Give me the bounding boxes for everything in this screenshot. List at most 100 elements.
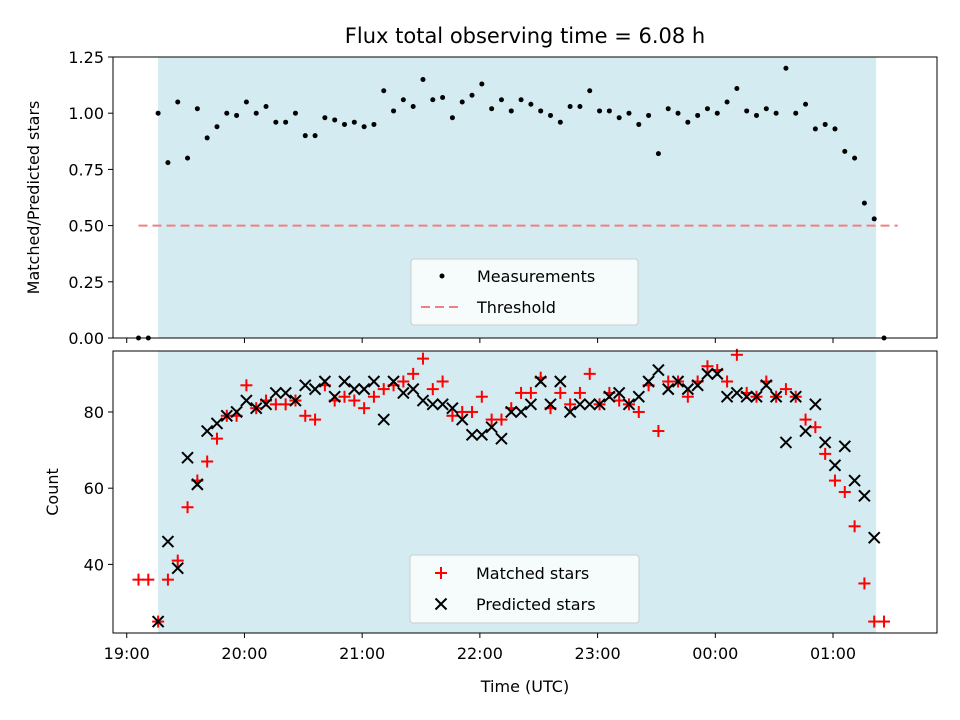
measurement-point — [783, 65, 789, 71]
measurement-point — [263, 103, 269, 109]
predicted-star-point — [308, 382, 322, 396]
measurement-point — [744, 108, 750, 114]
measurement-point — [871, 216, 877, 222]
matched-star-point — [701, 360, 714, 373]
matched-star-point — [142, 573, 155, 586]
measurement-point — [616, 115, 622, 121]
predicted-star-point — [485, 421, 498, 434]
predicted-star-point — [348, 382, 361, 396]
predicted-star-point — [446, 401, 459, 415]
y-tick-label: 0.00 — [68, 329, 104, 348]
predicted-star-point — [328, 390, 341, 403]
measurement-point — [636, 121, 642, 127]
predicted-star-point — [475, 428, 489, 442]
predicted-star-point — [524, 398, 538, 411]
predicted-star-point — [426, 398, 439, 411]
measurement-point — [391, 108, 397, 114]
predicted-star-point — [456, 413, 469, 426]
threshold-legend-label: Threshold — [476, 298, 556, 317]
predicted-star-point — [279, 386, 292, 400]
matched-star-point — [721, 375, 734, 388]
matched-legend-label: Matched stars — [476, 564, 589, 583]
predicted-star-point — [220, 409, 233, 422]
matched-star-point — [407, 367, 420, 380]
predicted-star-point — [299, 379, 312, 392]
predicted-star-point — [740, 390, 753, 403]
measurement-point — [283, 119, 289, 125]
predicted-star-point — [230, 405, 243, 419]
predicted-star-point — [377, 413, 390, 426]
measurement-point — [528, 101, 534, 107]
matched-star-point — [161, 573, 174, 586]
measurement-point — [332, 117, 338, 123]
measurement-point — [371, 121, 377, 127]
predicted-star-point — [701, 367, 714, 381]
matched-star-point — [446, 409, 459, 422]
predicted-star-point — [603, 390, 616, 403]
predicted-star-point — [769, 390, 783, 403]
measurement-point — [518, 97, 524, 103]
measurement-point — [508, 108, 514, 114]
count-legend: Matched stars Predicted stars — [409, 554, 640, 624]
measurement-point — [685, 119, 691, 125]
ratio-y-axis: 0.00 0.25 0.50 0.75 1.00 1.25 — [68, 48, 113, 348]
predicted-star-point — [171, 562, 184, 575]
measurement-point — [449, 115, 455, 121]
measurement-point — [312, 133, 318, 139]
predicted-star-point — [357, 382, 371, 396]
measurement-point — [302, 133, 308, 139]
matched-star-point — [358, 402, 371, 415]
predicted-star-point — [838, 440, 851, 453]
matched-star-point — [848, 520, 861, 533]
measurement-point — [498, 97, 504, 103]
x-tick-label: 20:00 — [221, 644, 267, 663]
matched-star-point — [652, 425, 665, 438]
predicted-star-point — [210, 417, 224, 430]
matched-star-point — [171, 554, 184, 567]
predicted-star-point — [779, 436, 793, 449]
matched-legend-marker — [435, 567, 447, 579]
y-tick-label: 0.25 — [68, 273, 104, 292]
predicted-star-point — [593, 398, 606, 411]
matched-star-point — [799, 413, 812, 426]
x-tick-label: 22:00 — [457, 644, 503, 663]
measurement-point — [714, 110, 720, 116]
predicted-star-point — [868, 531, 881, 544]
predicted-star-point — [259, 398, 273, 411]
x-tick-label: 01:00 — [810, 644, 856, 663]
matched-star-point — [838, 486, 851, 498]
y-tick-label: 80 — [84, 403, 104, 422]
ratio-legend-box — [410, 258, 639, 326]
predicted-star-point — [799, 424, 812, 438]
matched-star-point — [181, 501, 194, 514]
x-tick-label: 23:00 — [575, 644, 621, 663]
matched-star-point — [201, 455, 214, 468]
predicted-star-point — [191, 478, 204, 491]
measurement-point — [557, 119, 563, 125]
ratio-y-axis-label: Matched/Predicted stars — [24, 101, 43, 295]
matched-star-point — [828, 474, 841, 487]
matched-star-point — [279, 398, 292, 411]
predicted-star-point — [612, 386, 626, 400]
measurement-point — [185, 155, 191, 161]
predicted-star-point — [789, 390, 802, 403]
predicted-star-point — [730, 386, 744, 400]
predicted-legend-label: Predicted stars — [476, 595, 596, 614]
predicted-legend-marker — [434, 597, 448, 611]
measurement-point — [655, 151, 661, 157]
measurement-point — [861, 200, 867, 206]
predicted-star-point — [671, 375, 685, 388]
measurement-point — [175, 99, 181, 105]
predicted-star-points — [151, 363, 881, 628]
count-legend-box — [409, 554, 640, 624]
predicted-star-point — [554, 375, 567, 388]
predicted-star-point — [809, 398, 822, 411]
ratio-panel: 0.00 0.25 0.50 0.75 1.00 1.25 Matched/Predict… — [24, 48, 938, 348]
predicted-star-point — [289, 394, 302, 407]
measurement-point — [803, 101, 809, 107]
ratio-plot-frame — [112, 56, 938, 339]
predicted-star-point — [632, 390, 645, 403]
measurement-point — [430, 97, 436, 103]
measurement-point — [204, 135, 210, 141]
